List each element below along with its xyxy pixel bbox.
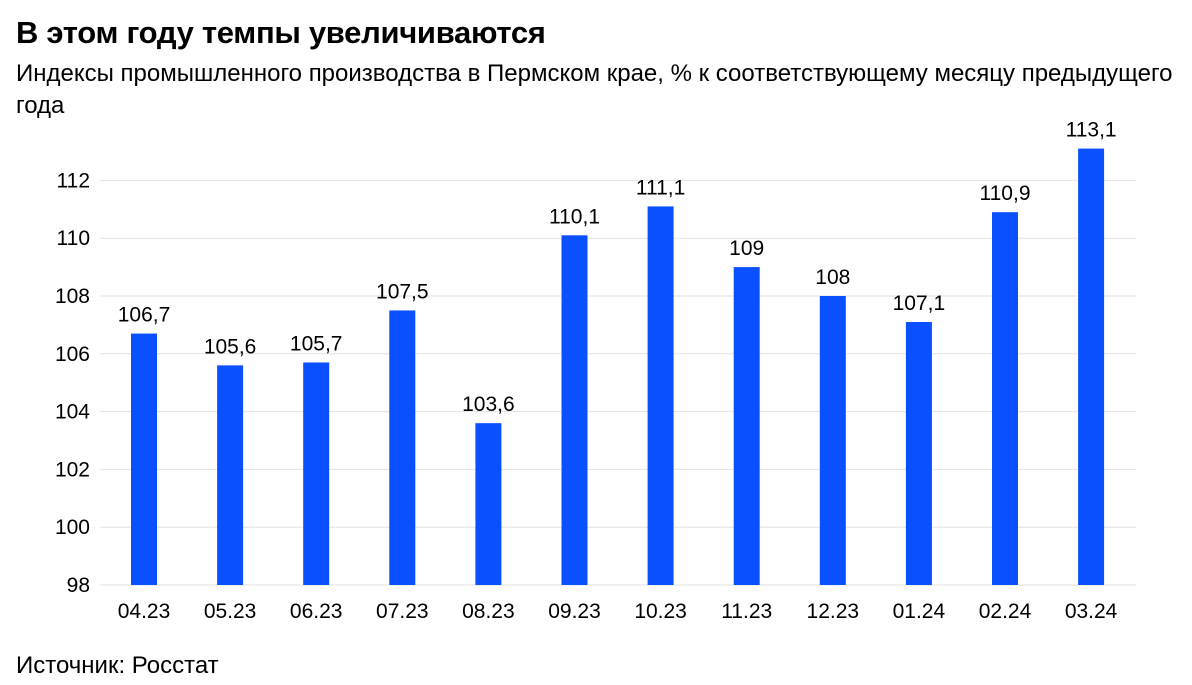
y-tick-label: 98 — [67, 574, 90, 597]
data-label: 106,7 — [118, 304, 171, 327]
x-tick-label: 10.23 — [634, 600, 687, 623]
x-tick-label: 03.24 — [1065, 600, 1118, 623]
x-tick-label: 01.24 — [893, 600, 946, 623]
y-tick-label: 102 — [55, 458, 90, 481]
chart-subtitle: Индексы промышленного производства в Пер… — [16, 60, 1173, 119]
bar — [561, 235, 588, 585]
data-label: 111,1 — [636, 176, 685, 199]
x-tick-label: 02.24 — [979, 600, 1032, 623]
y-tick-label: 112 — [57, 169, 90, 192]
bar — [217, 365, 244, 585]
bar — [475, 423, 502, 585]
y-tick-label: 108 — [55, 285, 90, 308]
y-tick-label: 104 — [55, 401, 90, 424]
gridlines — [100, 179, 1136, 586]
data-label: 105,6 — [204, 335, 257, 358]
bar — [647, 206, 674, 585]
source-note: Источник: Росстат — [16, 652, 219, 679]
x-tick-label: 07.23 — [376, 600, 429, 623]
x-tick-label: 08.23 — [462, 600, 515, 623]
data-label: 107,5 — [376, 280, 429, 303]
data-label: 105,7 — [290, 332, 343, 355]
bar — [303, 362, 330, 585]
y-tick-label: 110 — [57, 227, 90, 250]
bars — [131, 148, 1105, 586]
y-tick-label: 106 — [55, 343, 90, 366]
data-label: 110,9 — [980, 182, 1031, 205]
bar — [819, 296, 846, 585]
data-label: 108 — [815, 266, 850, 289]
x-tick-label: 11.23 — [721, 600, 772, 623]
x-tick-label: 05.23 — [204, 600, 257, 623]
x-tick-label: 12.23 — [807, 600, 860, 623]
bar — [1078, 148, 1105, 586]
data-label: 109 — [729, 237, 764, 260]
data-label: 113,1 — [1066, 119, 1117, 142]
data-label: 110,1 — [549, 205, 600, 228]
y-axis-ticks: 98 100 102 104 106 108 110 112 — [55, 169, 90, 597]
x-tick-label: 06.23 — [290, 600, 343, 623]
data-labels: 106,7 105,6 105,7 107,5 103,6 110,1 111,1 109 10… — [118, 119, 1117, 417]
data-label: 107,1 — [893, 292, 946, 315]
bar — [992, 212, 1018, 585]
x-tick-label: 09.23 — [548, 600, 601, 623]
bar — [389, 310, 416, 585]
data-label: 103,6 — [462, 393, 515, 416]
bar — [733, 267, 760, 585]
bar — [131, 333, 157, 585]
x-tick-label: 04.23 — [118, 600, 171, 623]
y-tick-label: 100 — [55, 516, 90, 539]
x-axis-ticks: 04.23 05.23 06.23 07.23 08.23 09.23 10.23 11.23… — [118, 600, 1118, 623]
chart-title: В этом году темпы увеличиваются — [16, 15, 546, 50]
bar — [905, 322, 932, 585]
